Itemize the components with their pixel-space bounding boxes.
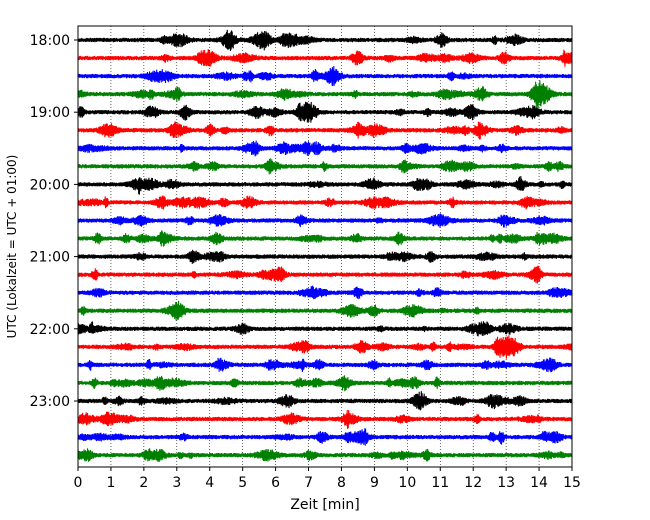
plot-frame <box>77 25 573 468</box>
x-axis-label: Zeit [min] <box>290 497 359 513</box>
x-tick-label: 12 <box>464 475 482 491</box>
trace-2300 <box>77 391 573 411</box>
trace-2030 <box>77 213 573 228</box>
trace-1900 <box>77 101 573 123</box>
trace-2245 <box>77 375 573 392</box>
x-tick-label: 13 <box>497 475 515 491</box>
trace-2200 <box>77 321 573 337</box>
x-tick-label: 5 <box>238 475 247 491</box>
trace-2315 <box>77 410 573 429</box>
x-tick-label: 6 <box>271 475 280 491</box>
trace-1915 <box>77 121 573 140</box>
trace-2100 <box>77 249 573 264</box>
trace-2230 <box>77 357 573 373</box>
x-tick-label: 4 <box>205 475 214 491</box>
x-tick-label: 8 <box>337 475 346 491</box>
trace-2345 <box>77 448 573 462</box>
x-tick-label: 0 <box>74 475 83 491</box>
x-tick-label: 14 <box>530 475 548 491</box>
trace-2015 <box>77 195 573 210</box>
trace-1830 <box>77 66 573 87</box>
trace-2215 <box>77 335 573 359</box>
y-axis-label: UTC (Lokalzeit = UTC + 01:00) <box>5 155 19 339</box>
trace-2000 <box>77 176 573 195</box>
trace-2145 <box>77 300 573 321</box>
x-tick-label: 11 <box>431 475 449 491</box>
trace-1845 <box>77 80 573 109</box>
y-tick-label: 22:00 <box>30 322 70 338</box>
trace-2130 <box>77 285 573 300</box>
x-tick-label: 10 <box>398 475 416 491</box>
y-tick-label: 21:00 <box>30 250 70 266</box>
y-axis-ticks: 18:00 19:00 20:00 21:00 22:00 23:00 <box>30 33 78 410</box>
trace-1815 <box>77 49 573 67</box>
trace-1945 <box>77 158 573 175</box>
x-axis-ticks: 0 1 2 3 4 5 6 7 8 9 10 11 12 13 14 15 <box>74 467 581 491</box>
x-tick-label: 7 <box>304 475 313 491</box>
seismic-traces <box>77 29 573 462</box>
x-tick-label: 2 <box>139 475 148 491</box>
y-tick-label: 20:00 <box>30 177 70 193</box>
x-tick-label: 1 <box>106 475 115 491</box>
trace-2330 <box>77 428 573 446</box>
trace-2045 <box>77 230 573 247</box>
x-tick-label: 9 <box>370 475 379 491</box>
y-tick-label: 23:00 <box>30 394 70 410</box>
trace-1930 <box>77 140 573 157</box>
x-tick-label: 15 <box>563 475 581 491</box>
y-tick-label: 19:00 <box>30 105 70 121</box>
x-tick-label: 3 <box>172 475 181 491</box>
y-tick-label: 18:00 <box>30 33 70 49</box>
trace-2115 <box>77 265 573 284</box>
trace-1800 <box>77 29 573 52</box>
